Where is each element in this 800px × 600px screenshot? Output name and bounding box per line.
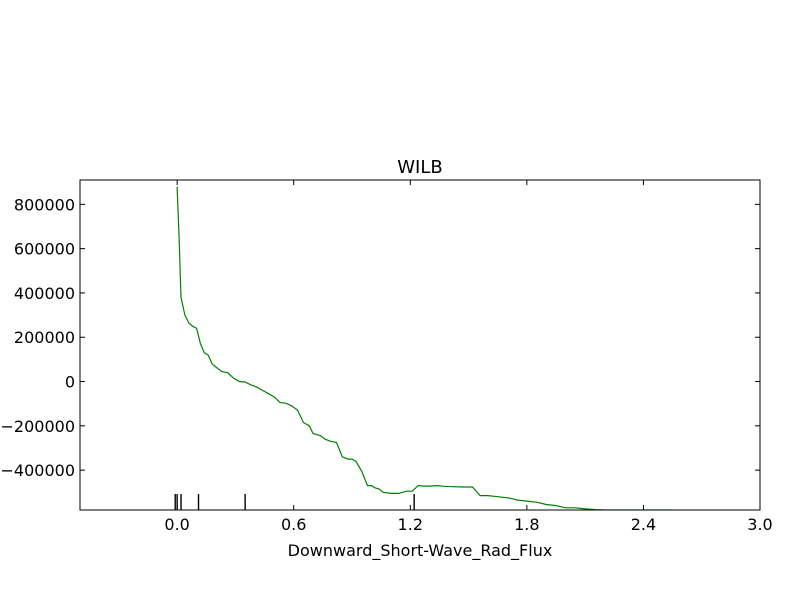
y-tick-label: −400000 [1,461,75,480]
x-tick-label: 1.2 [398,515,423,534]
x-tick-label: 0.0 [164,515,189,534]
y-tick-label: 200000 [14,328,75,347]
y-tick-label: 800000 [14,195,75,214]
x-tick-label: 2.4 [631,515,656,534]
x-tick-label: 3.0 [747,515,772,534]
plot-area: 0.0 0.6 1.2 1.8 2.4 3.0 800000 600000 400000 2000… [1,179,773,534]
y-tick-label: 400000 [14,284,75,303]
plot-frame [79,179,761,511]
x-tick-label: 0.6 [281,515,306,534]
chart-title: WILB [397,157,442,178]
y-tick-label: −200000 [1,417,75,436]
series-line-0 [176,186,673,510]
x-tick-label: 1.8 [514,515,539,534]
y-tick-label: 0 [65,373,75,392]
x-axis-label: Downward_Short-Wave_Rad_Flux [288,541,553,561]
y-tick-label: 600000 [14,240,75,259]
